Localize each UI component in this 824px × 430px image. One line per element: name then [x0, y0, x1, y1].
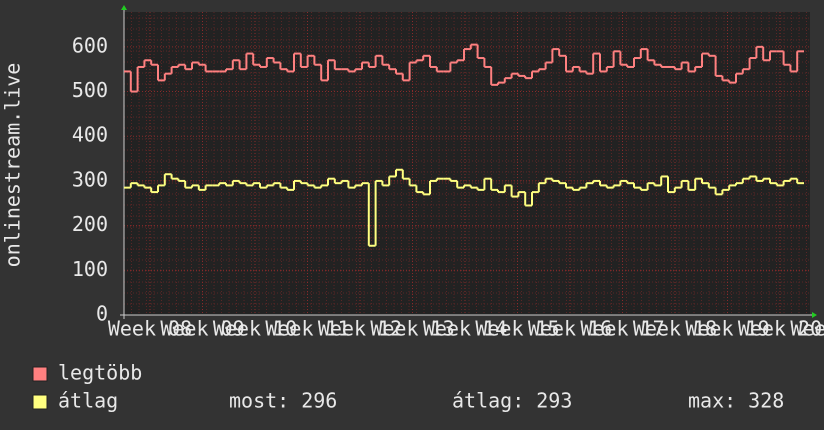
- y-tick-label: 200: [72, 212, 108, 236]
- y-axis-label: onlinestream.live: [1, 63, 25, 268]
- y-tick-label: 300: [72, 167, 108, 191]
- y-arrow: [121, 5, 127, 10]
- x-tick-label: Week 19: [685, 317, 769, 341]
- x-tick-label: Week 16: [528, 317, 612, 341]
- y-tick-label: 500: [72, 78, 108, 102]
- stat-label: most:: [229, 389, 289, 413]
- y-tick-label: 0: [96, 302, 108, 326]
- stat-label: max:: [688, 389, 736, 413]
- plot-area: [124, 12, 810, 315]
- legend-swatch: [32, 394, 48, 410]
- x-tick-label: Week 15: [475, 317, 559, 341]
- legend-swatch: [32, 366, 48, 382]
- stat-value: 296: [301, 389, 337, 413]
- x-tick-label: Week 11: [265, 317, 349, 341]
- stat-value: 328: [748, 389, 784, 413]
- stat-value: 293: [536, 389, 572, 413]
- y-tick-label: 100: [72, 257, 108, 281]
- x-tick-label: Week 17: [580, 317, 664, 341]
- x-arrow: [812, 312, 817, 318]
- x-tick-label: Week 13: [370, 317, 454, 341]
- y-tick-label: 400: [72, 123, 108, 147]
- x-tick-label: Week 12: [318, 317, 402, 341]
- x-tick-label: Week 21: [790, 317, 824, 341]
- x-tick-label: Week 14: [423, 317, 507, 341]
- y-tick-label: 600: [72, 33, 108, 57]
- x-tick-label: Week 08: [108, 317, 192, 341]
- legend-label: átlag: [58, 389, 118, 413]
- x-tick-label: Week 09: [160, 317, 244, 341]
- legend-label: legtöbb: [58, 361, 142, 385]
- x-tick-label: Week 20: [738, 317, 822, 341]
- x-tick-label: Week 18: [633, 317, 717, 341]
- x-tick-label: Week 10: [213, 317, 297, 341]
- stat-label: átlag:: [452, 389, 524, 413]
